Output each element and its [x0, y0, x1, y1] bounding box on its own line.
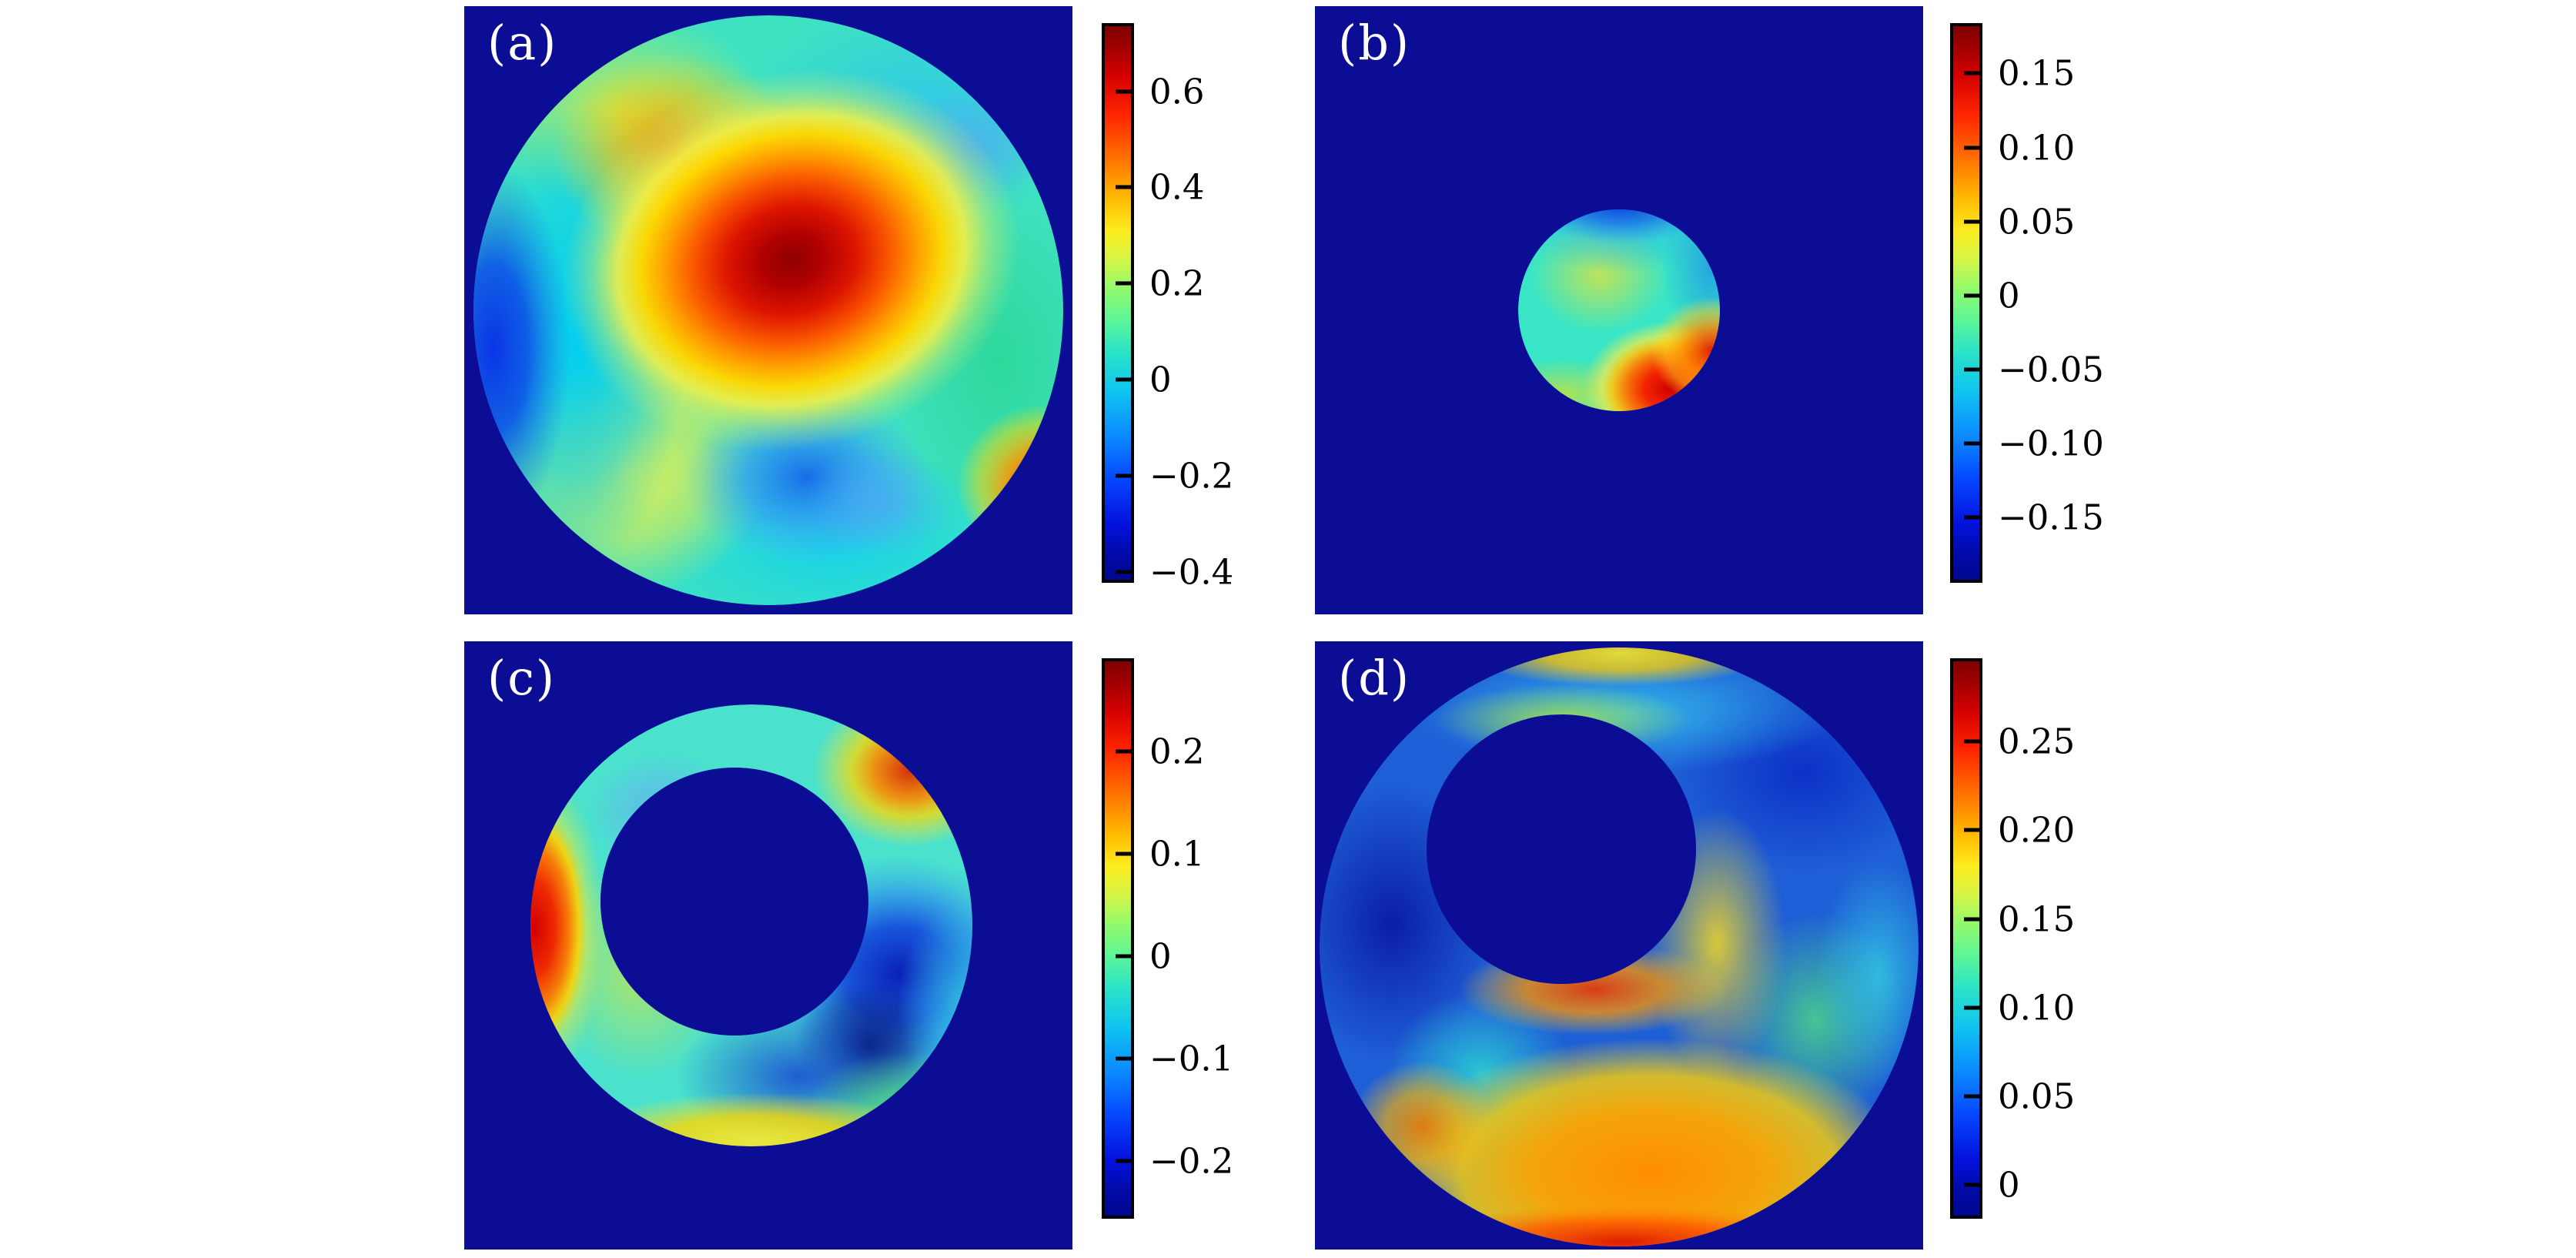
panel-label-c: (c)	[487, 650, 557, 706]
colorbar-tick-label: 0.15	[1998, 52, 2076, 94]
colorbar-tick-label: 0.05	[1998, 1076, 2076, 1117]
colorbar-tick-label: 0.6	[1149, 71, 1205, 112]
colorbar-tick-mark	[1116, 281, 1134, 286]
colorbar-tick-mark	[1116, 954, 1134, 959]
colorbar-tick-mark	[1964, 1005, 1982, 1010]
colorbar-tick-label: 0.4	[1149, 166, 1205, 208]
colorbar-tick-label: 0.2	[1149, 263, 1205, 304]
colorbar-tick-label: 0	[1998, 1164, 2020, 1206]
colorbar-c: 0.2 0.1 0 −0.1 −0.2	[1102, 658, 1233, 1219]
panel-a: (a)	[464, 6, 1072, 614]
colorbar-tick-mark	[1964, 1094, 1982, 1099]
colorbar-tick-mark	[1964, 1183, 1982, 1187]
panel-d: (d)	[1315, 641, 1923, 1250]
colorbar-gradient-c	[1102, 658, 1134, 1219]
colorbar-tick-label: 0	[1149, 935, 1172, 977]
colorbar-tick-mark	[1964, 917, 1982, 922]
heatmap-field-c	[464, 641, 1072, 1250]
colorbar-tick-mark	[1964, 828, 1982, 832]
colorbar-gradient-b	[1950, 23, 1982, 583]
colorbar-tick-mark	[1116, 89, 1134, 94]
colorbar-tick-mark	[1116, 570, 1134, 574]
colorbar-tick-label: −0.05	[1998, 349, 2104, 390]
colorbar-tick-label: −0.10	[1998, 423, 2104, 464]
colorbar-gradient-d	[1950, 658, 1982, 1219]
colorbar-tick-label: −0.4	[1149, 551, 1234, 593]
colorbar-tick-label: 0.1	[1149, 833, 1205, 875]
colorbar-tick-label: −0.1	[1149, 1038, 1234, 1079]
colorbar-d: 0.25 0.20 0.15 0.10 0.05 0	[1950, 658, 2075, 1219]
colorbar-tick-mark	[1964, 219, 1982, 224]
panel-label-a: (a)	[487, 15, 558, 71]
colorbar-tick-label: 0.2	[1149, 731, 1205, 772]
colorbar-tick-mark	[1964, 293, 1982, 298]
heatmap-field-a	[464, 6, 1072, 614]
panel-c: (c)	[464, 641, 1072, 1250]
colorbar-b: 0.15 0.10 0.05 0 −0.05 −0.10 −0.15	[1950, 23, 2104, 583]
colorbar-tick-label: −0.2	[1149, 455, 1234, 497]
colorbar-tick-label: 0	[1149, 359, 1172, 400]
colorbar-tick-label: 0.10	[1998, 987, 2076, 1029]
colorbar-tick-mark	[1964, 515, 1982, 520]
heatmap-field-d	[1315, 641, 1923, 1250]
colorbar-tick-mark	[1964, 367, 1982, 372]
colorbar-tick-label: −0.2	[1149, 1140, 1234, 1182]
colorbar-tick-label: 0.20	[1998, 809, 2076, 851]
colorbar-tick-mark	[1116, 851, 1134, 856]
heatmap-field-b	[1315, 6, 1923, 614]
colorbar-tick-label: 0.10	[1998, 127, 2076, 169]
colorbar-tick-mark	[1116, 377, 1134, 382]
colorbar-tick-label: 0	[1998, 275, 2020, 316]
panel-label-d: (d)	[1338, 650, 1411, 706]
colorbar-tick-mark	[1116, 185, 1134, 189]
colorbar-tick-label: 0.05	[1998, 201, 2076, 243]
colorbar-tick-label: 0.25	[1998, 721, 2076, 762]
colorbar-tick-label: −0.15	[1998, 497, 2104, 538]
panel-label-b: (b)	[1338, 15, 1411, 71]
colorbar-tick-mark	[1116, 1159, 1134, 1163]
colorbar-tick-mark	[1116, 1056, 1134, 1061]
colorbar-tick-mark	[1964, 146, 1982, 150]
colorbar-tick-mark	[1964, 441, 1982, 446]
colorbar-tick-mark	[1116, 473, 1134, 478]
colorbar-a: 0.6 0.4 0.2 0 −0.2 −0.4	[1102, 23, 1233, 592]
colorbar-tick-mark	[1964, 739, 1982, 744]
colorbar-tick-mark	[1964, 71, 1982, 75]
colorbar-tick-label: 0.15	[1998, 898, 2076, 940]
panel-b: (b)	[1315, 6, 1923, 614]
colorbar-gradient-a	[1102, 23, 1134, 583]
colorbar-tick-mark	[1116, 749, 1134, 754]
